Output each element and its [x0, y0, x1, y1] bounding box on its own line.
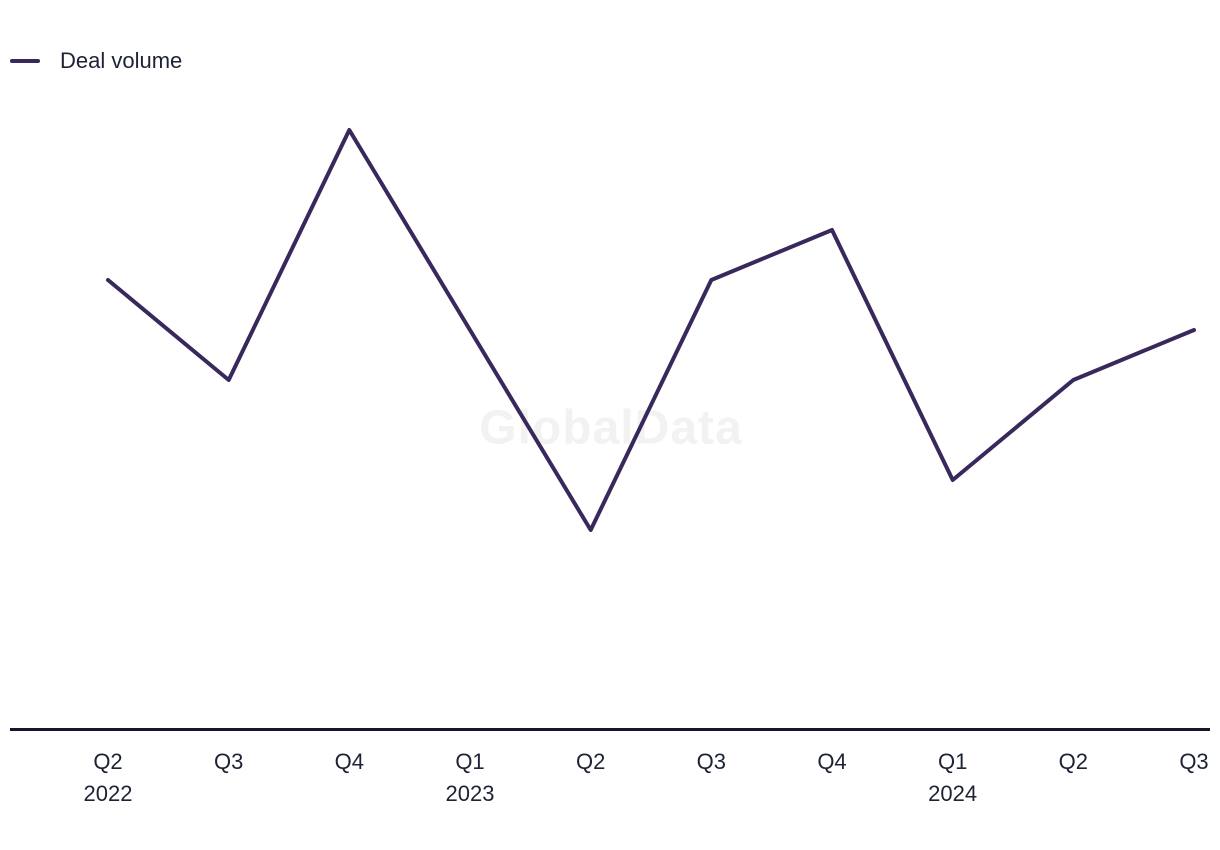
tick-quarter: Q3	[213, 749, 244, 774]
x-axis-tick-label: Q2	[576, 746, 605, 778]
tick-quarter: Q4	[817, 749, 847, 774]
deal-volume-series-line[interactable]	[106, 128, 1196, 532]
x-axis-tick-label: Q2 2022	[84, 746, 133, 810]
tick-year: 2022	[83, 781, 133, 806]
x-axis-tick-label: Q1 2024	[928, 746, 977, 810]
tick-year: 2024	[928, 781, 978, 806]
legend-line-swatch	[10, 59, 40, 63]
x-axis-tick-label: Q1 2023	[446, 746, 495, 810]
tick-quarter: Q4	[334, 749, 365, 774]
tick-quarter: Q2	[93, 749, 123, 774]
legend-item-deal-volume[interactable]: Deal volume	[10, 48, 182, 74]
x-axis-labels: Q2 2022 Q3 Q4 Q1 2023 Q2 Q3 Q4 Q1 2024 Q2 Q3	[0, 746, 1220, 816]
tick-quarter: Q1	[937, 749, 968, 774]
tick-quarter: Q3	[696, 749, 727, 774]
x-axis-tick-label: Q3	[697, 746, 726, 778]
x-axis-tick-label: Q4	[335, 746, 364, 778]
x-axis-tick-label: Q3	[1179, 746, 1208, 778]
x-axis-tick-label: Q2	[1059, 746, 1088, 778]
tick-quarter: Q1	[455, 749, 485, 774]
tick-quarter: Q3	[1179, 749, 1209, 774]
tick-quarter: Q2	[575, 749, 606, 774]
tick-year: 2023	[445, 781, 495, 806]
tick-quarter: Q2	[1058, 749, 1089, 774]
x-axis-tick-label: Q4	[817, 746, 846, 778]
x-axis-tick-label: Q3	[214, 746, 243, 778]
legend-label: Deal volume	[60, 48, 183, 73]
legend: Deal volume	[10, 48, 182, 74]
